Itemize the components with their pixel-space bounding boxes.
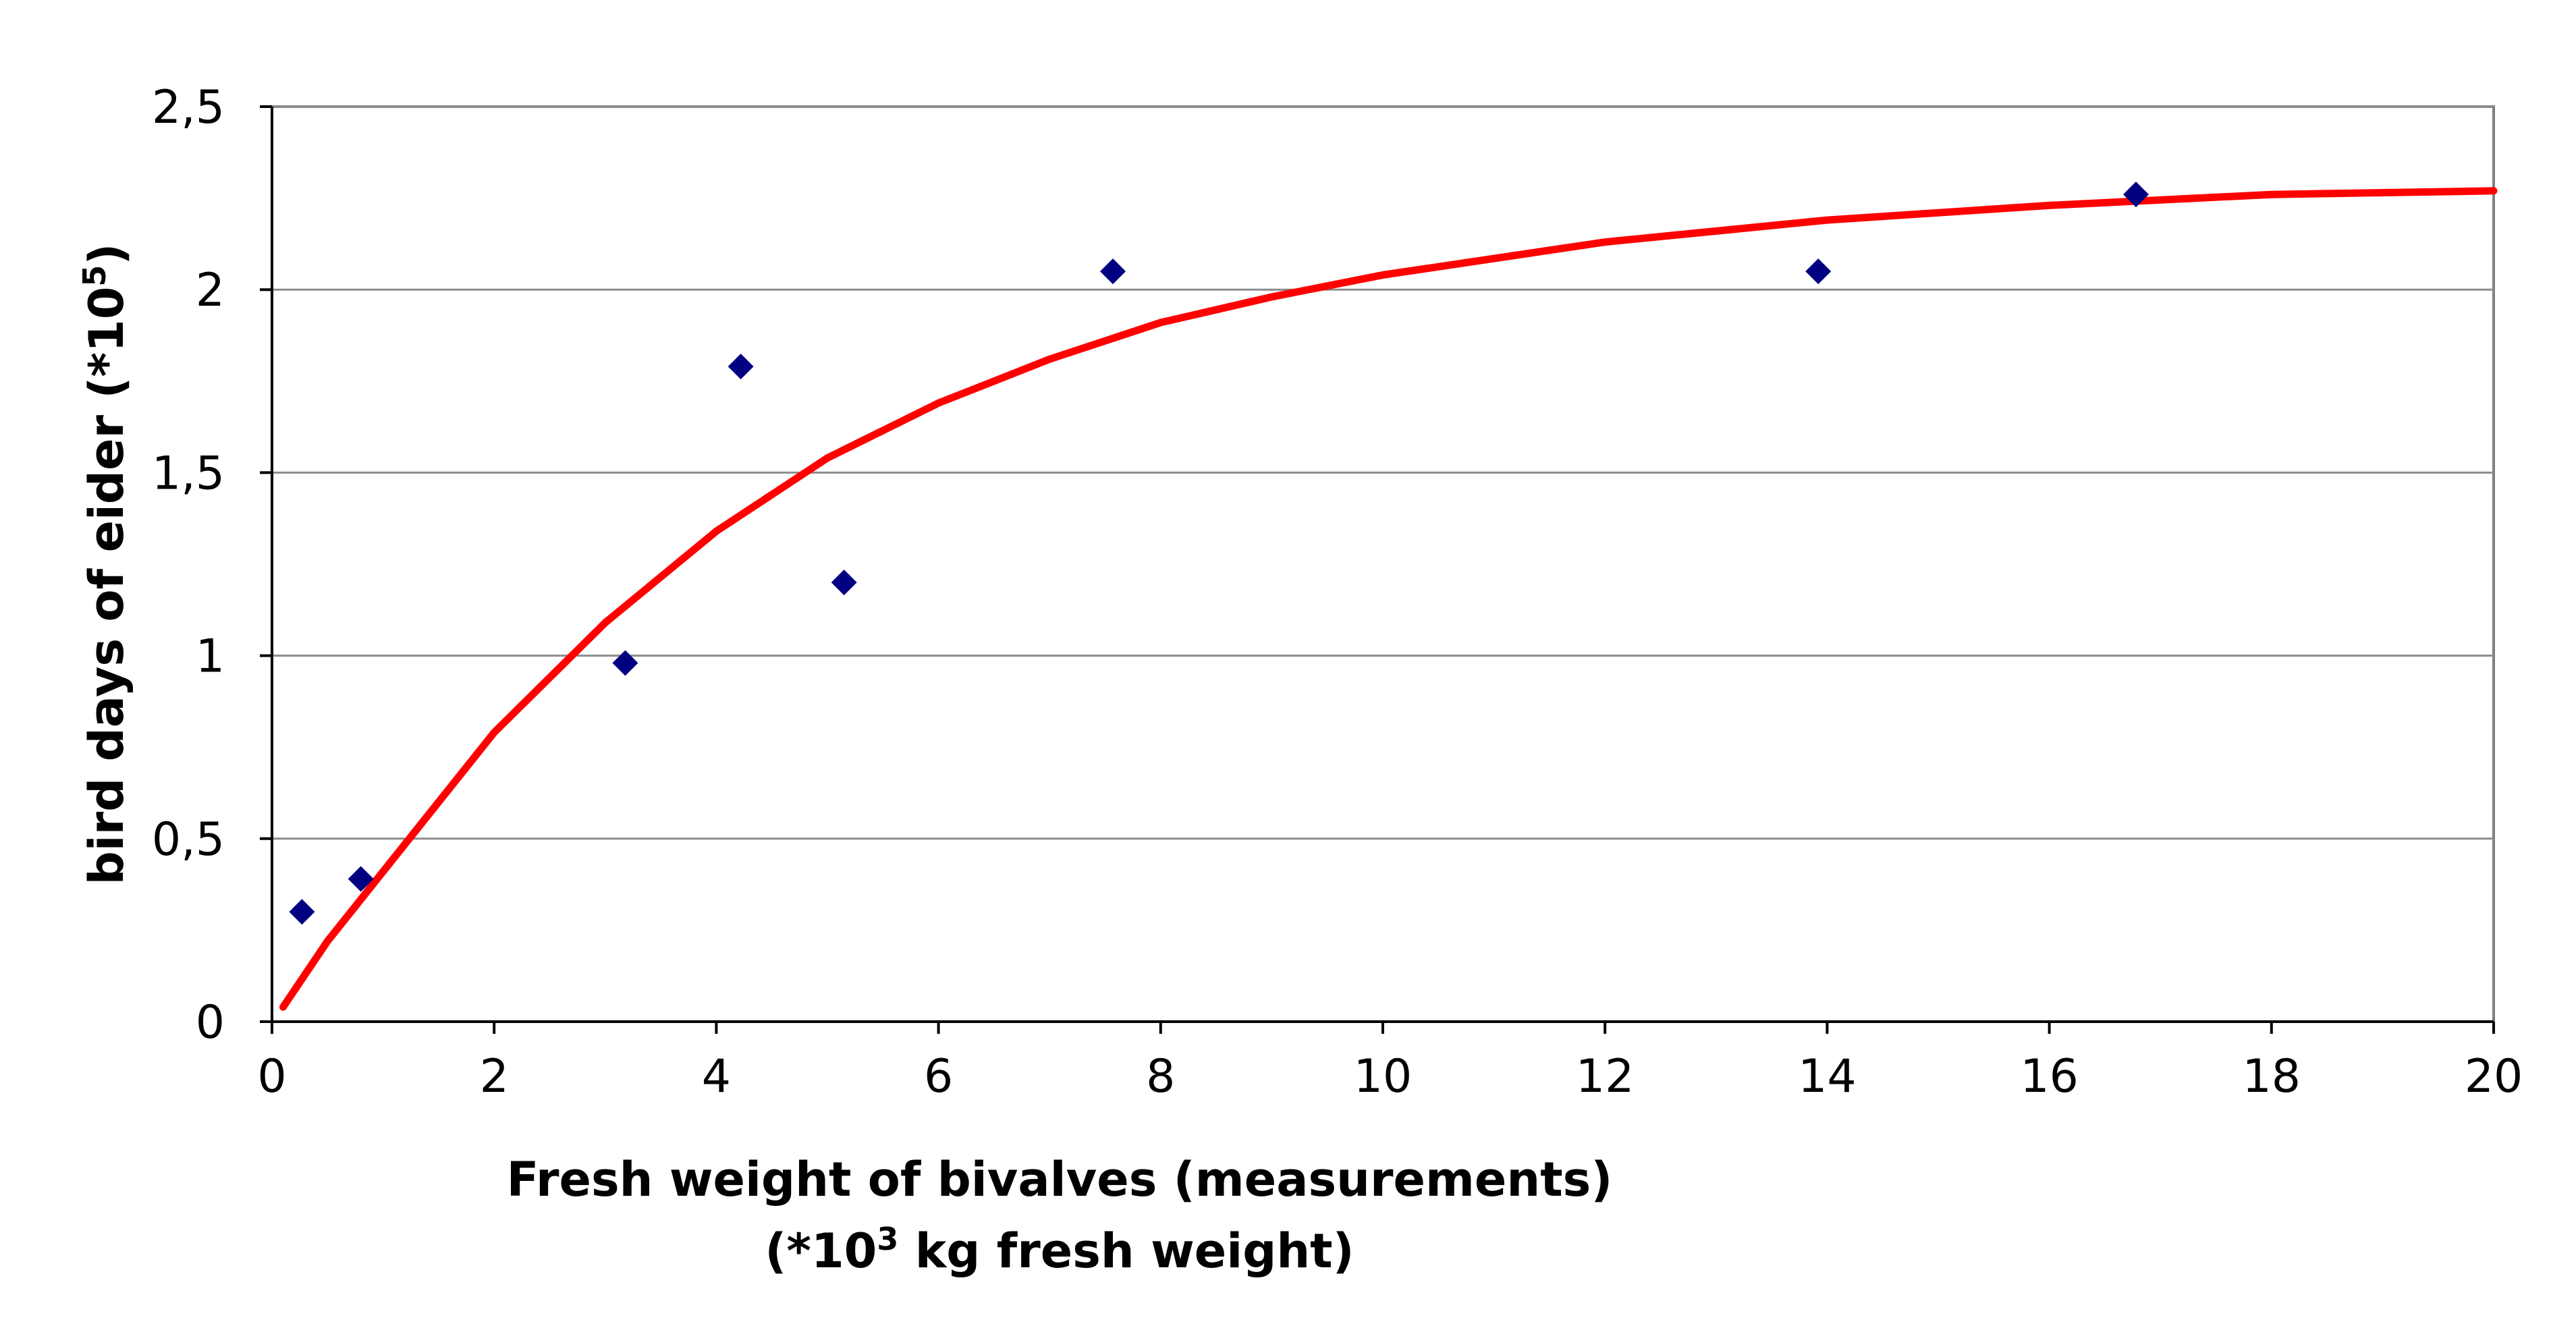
y-title-superscript: 5 [76,265,113,287]
data-point-5 [1100,258,1126,285]
fitted-curve-0 [279,187,2498,1011]
data-point-3 [728,354,754,380]
x-tick-label-3: 6 [924,1050,953,1103]
y-tick-label-1: 0,5 [152,813,225,866]
data-point-4 [831,570,857,596]
data-point-2 [612,650,638,676]
data-point-6 [1805,258,1832,285]
x-tick-label-6: 12 [1576,1050,1635,1103]
y-tick-label-4: 2 [196,264,225,317]
y-tick-label-3: 1,5 [152,447,225,500]
x-tick-label-2: 4 [702,1050,731,1103]
y-title-suffix: ) [79,244,134,265]
x-unit-superscript: 3 [877,1221,898,1257]
fitted-curve-layer [279,187,2498,1011]
x-tick-label-5: 10 [1354,1050,1413,1103]
x-axis-title-unit: (*103 kg fresh weight) [765,1221,1354,1279]
data-points-layer [289,182,2149,925]
x-tick-label-4: 8 [1146,1050,1175,1103]
x-axis-ticks: 0 2 4 6 8 10 12 14 16 18 20 [257,1022,2523,1103]
x-tick-label-1: 2 [480,1050,509,1103]
x-axis-title: Fresh weight of bivalves (measurements) [507,1152,1613,1207]
x-tick-label-10: 20 [2465,1050,2523,1103]
gridlines [272,105,2494,840]
x-tick-label-7: 14 [1798,1050,1857,1103]
plot-area [271,105,2495,1023]
x-tick-label-9: 18 [2243,1050,2301,1103]
x-tick-label-0: 0 [257,1050,286,1103]
x-unit-prefix: (*10 [765,1223,877,1279]
data-point-0 [289,899,315,925]
y-tick-label-2: 1 [196,630,225,684]
data-point-1 [348,866,374,892]
x-unit-suffix: kg fresh weight) [898,1223,1354,1279]
x-tick-label-8: 16 [2020,1050,2079,1103]
y-axis-title: bird days of eider (*105) [76,244,134,885]
y-title-prefix: bird days of eider (*10 [79,287,134,885]
y-tick-label-5: 2,5 [152,81,225,134]
data-point-7 [2122,182,2149,208]
y-axis-ticks: 0 0,5 1 1,5 2 2,5 [152,81,272,1049]
y-tick-label-0: 0 [196,996,225,1049]
